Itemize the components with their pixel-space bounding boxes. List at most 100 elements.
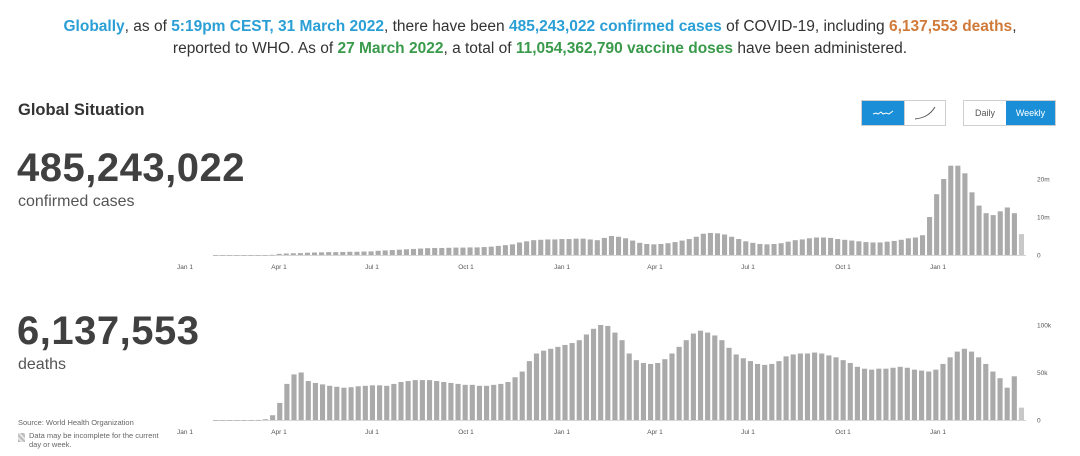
cases-bar[interactable] <box>962 173 968 255</box>
deaths-bar[interactable] <box>262 419 269 420</box>
deaths-bar[interactable] <box>911 369 918 420</box>
cases-bar[interactable] <box>722 234 728 255</box>
cases-bar[interactable] <box>757 243 763 255</box>
deaths-bar[interactable] <box>633 360 639 420</box>
deaths-bar[interactable] <box>712 335 718 420</box>
cases-bar[interactable] <box>580 238 586 255</box>
cases-bar[interactable] <box>891 240 897 255</box>
cases-bar[interactable] <box>941 179 947 255</box>
cases-bar[interactable] <box>764 244 770 255</box>
deaths-bar[interactable] <box>626 353 632 421</box>
deaths-bar[interactable] <box>234 420 240 421</box>
deaths-bar[interactable] <box>648 363 654 420</box>
deaths-bar[interactable] <box>812 352 818 420</box>
cases-bar[interactable] <box>1011 213 1017 255</box>
cases-bar[interactable] <box>750 242 756 255</box>
cases-bar[interactable] <box>347 251 353 255</box>
deaths-bar[interactable] <box>619 340 625 420</box>
deaths-bar[interactable] <box>919 370 925 420</box>
deaths-bar[interactable] <box>341 387 347 420</box>
cases-bar[interactable] <box>934 194 940 255</box>
cases-bar[interactable] <box>693 236 699 255</box>
cases-bar[interactable] <box>432 247 438 255</box>
cases-bar[interactable] <box>700 233 706 255</box>
deaths-bar[interactable] <box>705 332 711 420</box>
cases-bar[interactable] <box>460 247 466 255</box>
cases-bar[interactable] <box>976 205 982 255</box>
cases-bar[interactable] <box>969 192 975 255</box>
cases-bar[interactable] <box>425 248 431 255</box>
cases-bar[interactable] <box>729 236 735 255</box>
cases-bar[interactable] <box>990 215 996 255</box>
cases-bar[interactable] <box>290 253 296 255</box>
cases-bar[interactable] <box>919 235 926 255</box>
cases-bar[interactable] <box>601 237 607 255</box>
deaths-bar[interactable] <box>526 361 532 420</box>
deaths-bar[interactable] <box>519 371 525 420</box>
cases-bar[interactable] <box>241 255 247 256</box>
deaths-bar[interactable] <box>327 385 333 420</box>
deaths-bar[interactable] <box>726 347 732 420</box>
cases-bar[interactable] <box>905 238 911 255</box>
deaths-bar[interactable] <box>933 369 939 420</box>
cases-bar[interactable] <box>778 243 784 255</box>
deaths-bar[interactable] <box>655 363 661 420</box>
deaths-bar[interactable] <box>876 368 882 420</box>
cases-bar[interactable] <box>368 251 374 255</box>
deaths-bar[interactable] <box>355 386 361 421</box>
cases-bar[interactable] <box>531 240 537 255</box>
deaths-bar[interactable] <box>790 354 796 420</box>
deaths-bar[interactable] <box>298 372 304 421</box>
deaths-bar[interactable] <box>940 363 946 420</box>
cases-bar[interactable] <box>474 247 480 255</box>
deaths-bar[interactable] <box>762 364 768 420</box>
deaths-bar[interactable] <box>747 361 753 420</box>
cases-bar[interactable] <box>509 244 516 255</box>
deaths-bar[interactable] <box>990 371 996 420</box>
deaths-bar[interactable] <box>997 378 1003 420</box>
deaths-bar[interactable] <box>555 346 561 420</box>
cases-bar[interactable] <box>354 251 360 255</box>
deaths-bar[interactable] <box>697 330 704 420</box>
cases-bar[interactable] <box>870 242 876 255</box>
deaths-bar[interactable] <box>241 420 247 421</box>
deaths-bar[interactable] <box>598 325 604 420</box>
deaths-bar[interactable] <box>441 382 447 420</box>
deaths-bar[interactable] <box>213 420 219 421</box>
cases-bar[interactable] <box>771 243 777 255</box>
deaths-bar[interactable] <box>277 402 283 420</box>
deaths-bar[interactable] <box>491 384 497 420</box>
cases-bar[interactable] <box>863 242 869 255</box>
cases-bar[interactable] <box>799 239 805 255</box>
deaths-bar[interactable] <box>819 353 825 421</box>
cases-bar[interactable] <box>220 255 226 256</box>
cases-bar[interactable] <box>319 252 325 255</box>
deaths-bar[interactable] <box>562 344 568 420</box>
deaths-bar[interactable] <box>426 380 433 420</box>
cases-bar[interactable] <box>997 211 1003 255</box>
deaths-bar[interactable] <box>498 383 504 420</box>
cases-bar[interactable] <box>311 252 318 255</box>
cases-bar[interactable] <box>340 251 346 255</box>
cases-bar[interactable] <box>587 239 593 255</box>
cases-bar[interactable] <box>615 236 622 255</box>
deaths-bar[interactable] <box>398 382 404 420</box>
deaths-bar[interactable] <box>883 368 889 420</box>
cases-bar[interactable] <box>898 239 904 255</box>
cases-bar[interactable] <box>828 237 834 255</box>
cases-bar[interactable] <box>389 250 395 255</box>
deaths-bar[interactable] <box>926 371 932 420</box>
cases-bar[interactable] <box>502 245 508 255</box>
deaths-bar[interactable] <box>869 369 875 420</box>
deaths-bar[interactable] <box>897 366 903 420</box>
cases-bar[interactable] <box>813 237 819 255</box>
cases-bar[interactable] <box>608 236 614 255</box>
deaths-bar[interactable] <box>312 382 318 420</box>
cases-bar[interactable] <box>262 255 268 256</box>
deaths-bar[interactable] <box>505 382 511 420</box>
cases-bar[interactable] <box>213 255 219 256</box>
deaths-bar[interactable] <box>220 420 226 421</box>
deaths-bar[interactable] <box>284 383 290 420</box>
deaths-bar[interactable] <box>840 360 846 420</box>
deaths-bar[interactable] <box>405 381 411 420</box>
